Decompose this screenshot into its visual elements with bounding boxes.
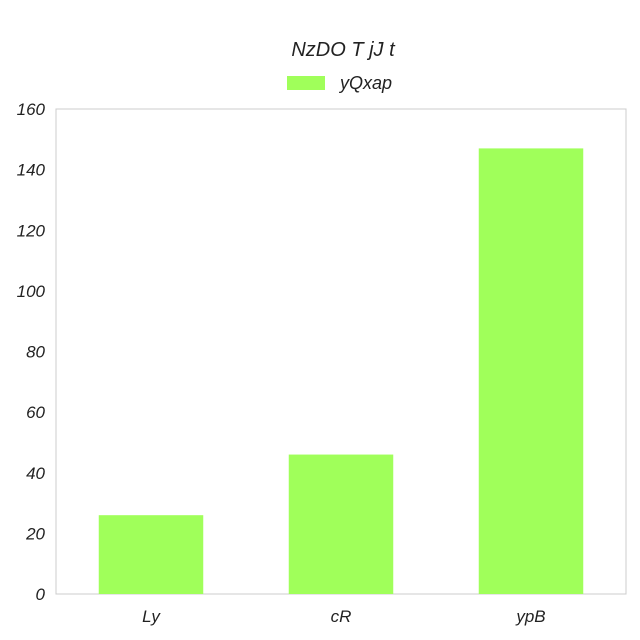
- chart-title: NzDO T jJ t: [291, 39, 396, 61]
- x-tick-label: Ly: [142, 607, 161, 626]
- y-tick-label: 80: [26, 343, 45, 362]
- x-axis: Ly cR ypB: [142, 607, 545, 626]
- y-tick-label: 20: [25, 524, 45, 543]
- x-tick-label: cR: [331, 607, 352, 626]
- y-tick-label: 160: [17, 100, 46, 119]
- bar-Ly: [98, 515, 204, 594]
- legend: yQxap: [287, 73, 392, 93]
- legend-swatch: [287, 76, 325, 90]
- y-tick-label: 100: [17, 282, 46, 301]
- x-tick-label: ypB: [515, 607, 545, 626]
- y-tick-label: 120: [17, 221, 46, 240]
- y-tick-label: 40: [26, 464, 45, 483]
- bar-cR: [288, 454, 394, 594]
- legend-label: yQxap: [338, 73, 392, 93]
- y-tick-label: 60: [26, 403, 45, 422]
- y-tick-label: 0: [36, 585, 46, 604]
- y-axis: 0 20 40 60 80 100 120 140 160: [17, 100, 46, 604]
- bars: [98, 148, 584, 594]
- bar-ypB: [478, 148, 584, 594]
- y-tick-label: 140: [17, 161, 46, 180]
